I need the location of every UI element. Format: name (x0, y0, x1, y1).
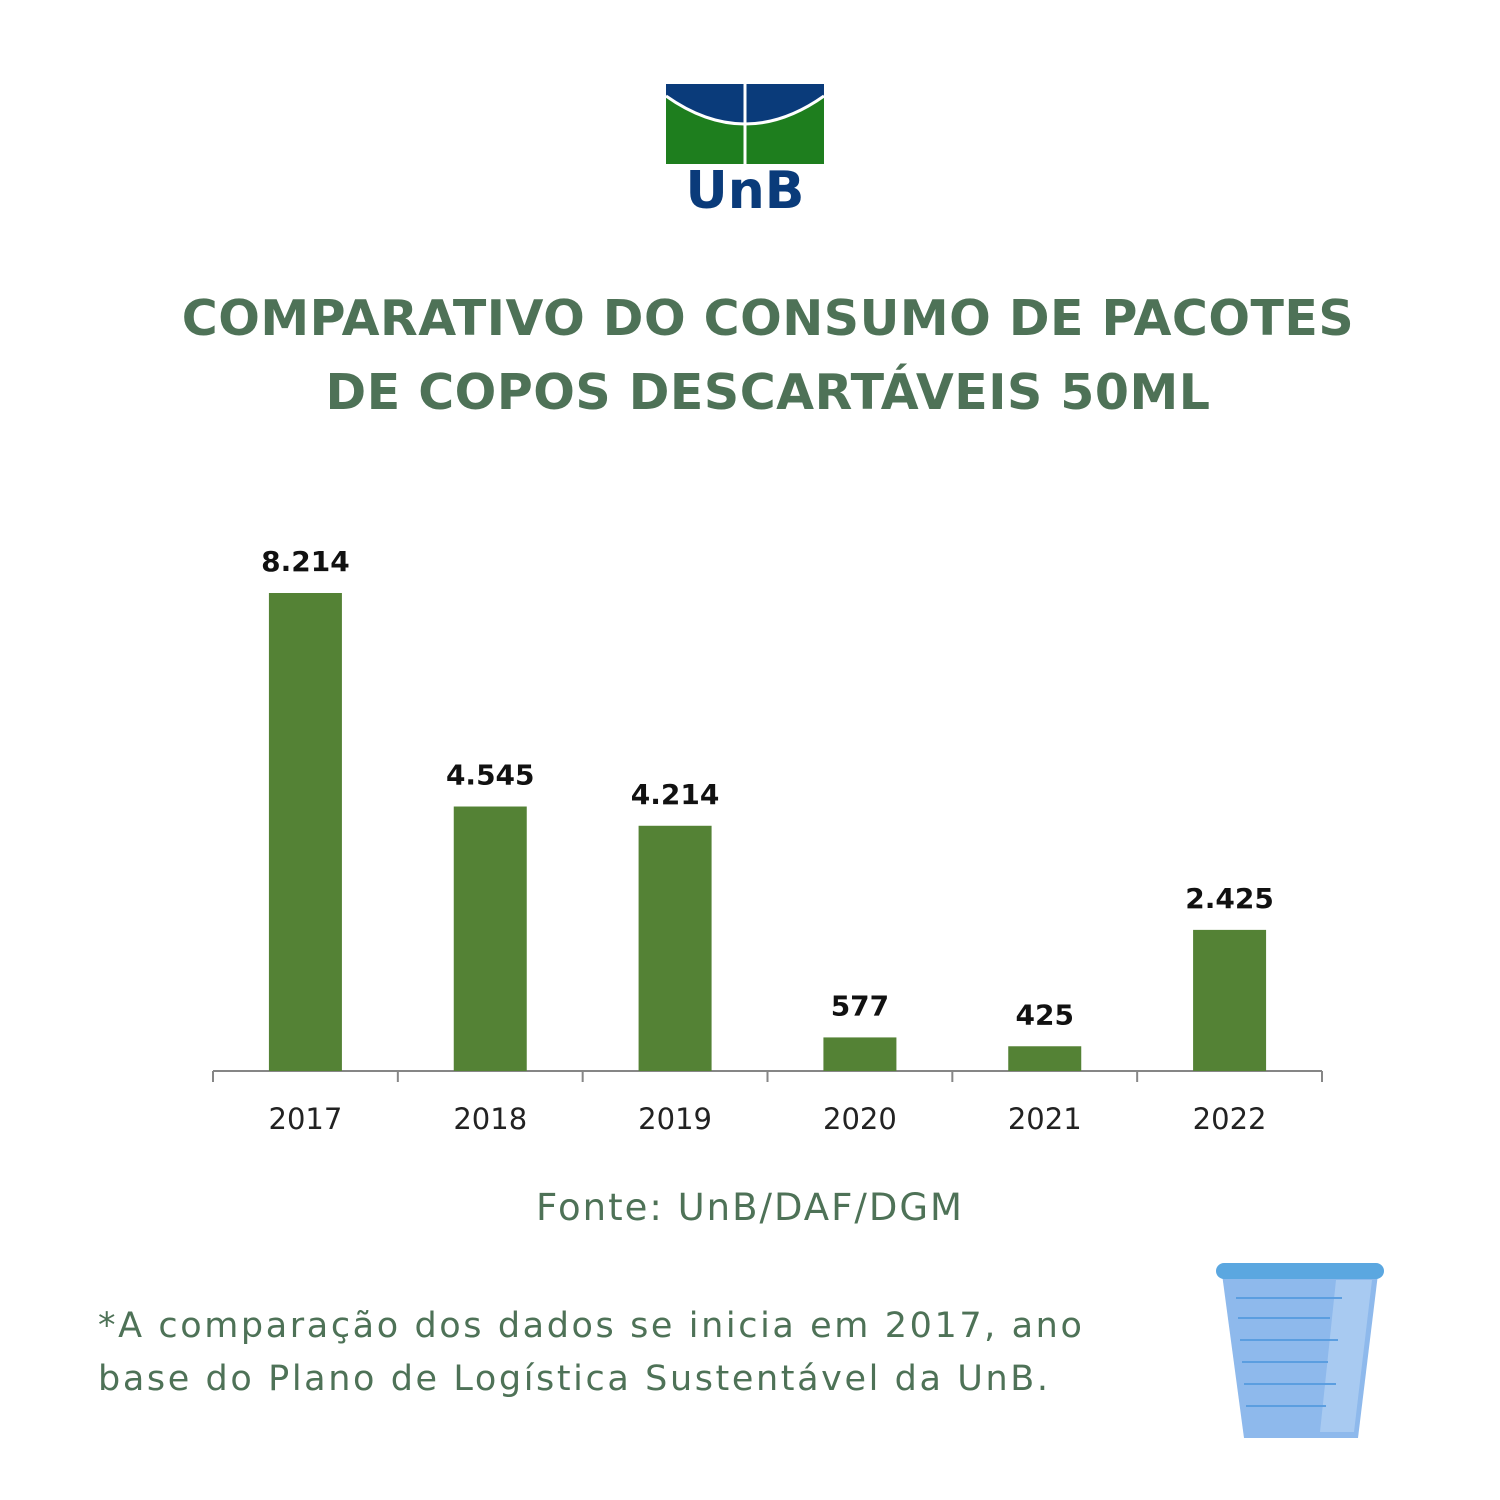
data-label: 4.214 (631, 778, 720, 811)
data-label: 2.425 (1185, 882, 1274, 915)
data-label: 8.214 (261, 545, 350, 578)
footnote-line-2: base do Plano de Logística Sustentável d… (98, 1359, 1051, 1399)
title-line-1: COMPARATIVO DO CONSUMO DE PACOTES (181, 290, 1355, 347)
disposable-cup-icon (1216, 1263, 1384, 1438)
logo-text: UnB (686, 161, 805, 214)
data-label: 4.545 (446, 759, 535, 792)
x-tick-label: 2019 (638, 1102, 712, 1136)
cup-rim (1216, 1263, 1384, 1279)
cup-highlight (1320, 1280, 1372, 1432)
x-tick-label: 2021 (1008, 1102, 1082, 1136)
bar (638, 825, 712, 1071)
bar-chart: 8.214 2017 4.545 2018 4.214 2019 577 2020 425 202… (212, 545, 1323, 1136)
unb-logo: UnB (665, 84, 825, 214)
data-label: 425 (1016, 998, 1074, 1031)
data-label: 577 (831, 989, 889, 1022)
source-note: Fonte: UnB/DAF/DGM (536, 1186, 964, 1229)
bar (1193, 929, 1267, 1071)
chart-title: COMPARATIVO DO CONSUMO DE PACOTES DE COP… (0, 282, 1500, 430)
footnote-line-1: *A comparação dos dados se inicia em 201… (98, 1306, 1085, 1346)
bar (1008, 1046, 1082, 1071)
bar (268, 593, 342, 1071)
x-tick-label: 2017 (269, 1102, 343, 1136)
title-line-2: DE COPOS DESCARTÁVEIS 50ML (325, 364, 1211, 421)
bar (823, 1037, 897, 1071)
cup-measure-lines (1236, 1297, 1342, 1407)
x-tick-label: 2018 (453, 1102, 527, 1136)
bar (453, 806, 527, 1071)
footnote: *A comparação dos dados se inicia em 201… (98, 1300, 1178, 1406)
x-tick-label: 2020 (823, 1102, 897, 1136)
x-tick-label: 2022 (1193, 1102, 1267, 1136)
